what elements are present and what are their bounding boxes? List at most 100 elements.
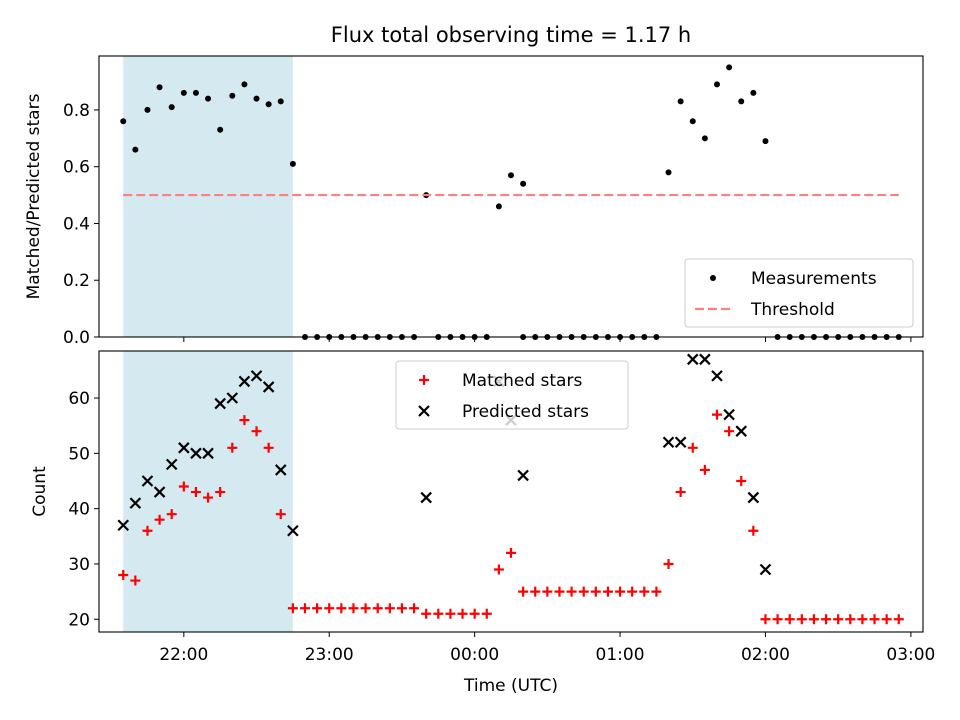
matched-stars-point (154, 514, 165, 525)
measurement-point (726, 64, 733, 71)
matched-stars-point (445, 608, 456, 619)
matched-stars-point (481, 608, 492, 619)
y-tick-label: 0.8 (63, 101, 90, 121)
x-axis-label: Time (UTC) (463, 676, 558, 696)
matched-stars-point (808, 614, 819, 625)
matched-stars-point (869, 614, 880, 625)
matched-stars-point (287, 603, 298, 614)
measurement-point (265, 101, 272, 108)
measurement-point (714, 81, 720, 88)
predicted-stars-point (153, 486, 166, 498)
predicted-stars-point (190, 447, 202, 460)
y-tick-label: 0.2 (63, 271, 90, 291)
measurement-point (205, 95, 212, 102)
matched-stars-point (493, 564, 504, 575)
matched-stars-point (312, 603, 323, 614)
predicted-stars-point (165, 458, 178, 471)
x-tick-label: 22:00 (159, 645, 208, 665)
matched-stars-point (324, 603, 335, 614)
matched-stars-point (699, 464, 710, 475)
predicted-stars-point (759, 563, 772, 576)
chart-title: Flux total observing time = 1.17 h (331, 23, 691, 47)
matched-stars-point (336, 603, 347, 614)
matched-stars-point (457, 608, 468, 619)
predicted-stars-point (711, 370, 723, 382)
measurement-point (253, 95, 260, 102)
legend-label: Measurements (751, 269, 877, 289)
matched-stars-point (360, 603, 371, 614)
legend-marker (419, 375, 429, 385)
count-y-ticks: 20 30 40 50 60 (68, 389, 99, 630)
measurement-point (701, 135, 708, 142)
legend-label: Predicted stars (462, 402, 589, 422)
predicted-stars-point (735, 425, 748, 437)
x-tick-label: 03:00 (886, 645, 935, 665)
y-tick-label: 50 (68, 444, 90, 464)
matched-stars-point (772, 614, 783, 625)
matched-stars-point (130, 575, 141, 586)
predicted-stars-point (238, 375, 251, 388)
matched-stars-point (348, 603, 359, 614)
measurement-point (241, 81, 248, 88)
matched-stars-point (663, 558, 674, 569)
measurement-point (144, 106, 151, 113)
predicted-stars-point (250, 370, 263, 382)
legend-marker (710, 275, 716, 281)
predicted-stars-point (699, 353, 711, 366)
measurement-point (277, 98, 284, 105)
measurement-point (689, 118, 696, 125)
x-tick-label: 00:00 (450, 645, 499, 665)
y-tick-label: 0.6 (63, 158, 90, 178)
measurement-point (168, 104, 175, 111)
matched-stars-point (821, 614, 832, 625)
matched-stars-point (166, 509, 177, 520)
measurement-point (738, 98, 745, 105)
matched-stars-point (748, 525, 759, 536)
matched-stars-point (857, 614, 868, 625)
predicted-stars-point (686, 353, 699, 366)
matched-stars-point (651, 586, 662, 597)
legend-marker (418, 405, 430, 417)
shaded-time-span (123, 351, 293, 632)
legend-box (684, 258, 914, 328)
predicted-stars-point (202, 447, 214, 460)
matched-stars-point (881, 614, 892, 625)
predicted-stars-point (747, 491, 760, 504)
matched-stars-point (227, 442, 238, 453)
count-series (117, 353, 904, 625)
matched-stars-point (675, 487, 686, 498)
measurement-point (229, 92, 236, 99)
measurement-point (120, 118, 127, 125)
matched-stars-point (469, 608, 480, 619)
matched-stars-point (372, 603, 383, 614)
predicted-stars-point (723, 408, 735, 421)
matched-stars-point (530, 586, 541, 597)
predicted-stars-point (141, 475, 154, 487)
y-tick-label: 30 (68, 555, 90, 575)
matched-stars-point (178, 481, 189, 492)
matched-stars-point (215, 487, 226, 498)
ratio-y-ticks: 0.0 0.2 0.4 0.6 0.8 (63, 101, 99, 348)
legend-box (395, 360, 629, 430)
matched-stars-point (615, 586, 626, 597)
count-axes-frame (98, 350, 924, 633)
y-tick-label: 40 (68, 500, 90, 520)
measurement-point (665, 169, 672, 176)
y-tick-label: 60 (68, 389, 90, 409)
matched-stars-point (300, 603, 310, 614)
matched-stars-point (142, 525, 153, 536)
matched-stars-point (396, 603, 407, 614)
ratio-y-axis-label: Matched/Predicted stars (24, 93, 44, 299)
count-x-ticks: 22:00 23:00 00:00 01:00 02:00 03:00 (159, 632, 935, 665)
matched-stars-point (409, 603, 420, 614)
predicted-stars-point (117, 519, 130, 532)
matched-stars-point (760, 614, 771, 625)
measurement-point (677, 98, 684, 105)
legend-label: Threshold (750, 300, 835, 320)
y-tick-label: 20 (68, 610, 90, 630)
matched-stars-point (687, 442, 698, 453)
measurement-point (180, 89, 187, 96)
measurement-point (508, 172, 514, 179)
matched-stars-point (239, 415, 250, 426)
